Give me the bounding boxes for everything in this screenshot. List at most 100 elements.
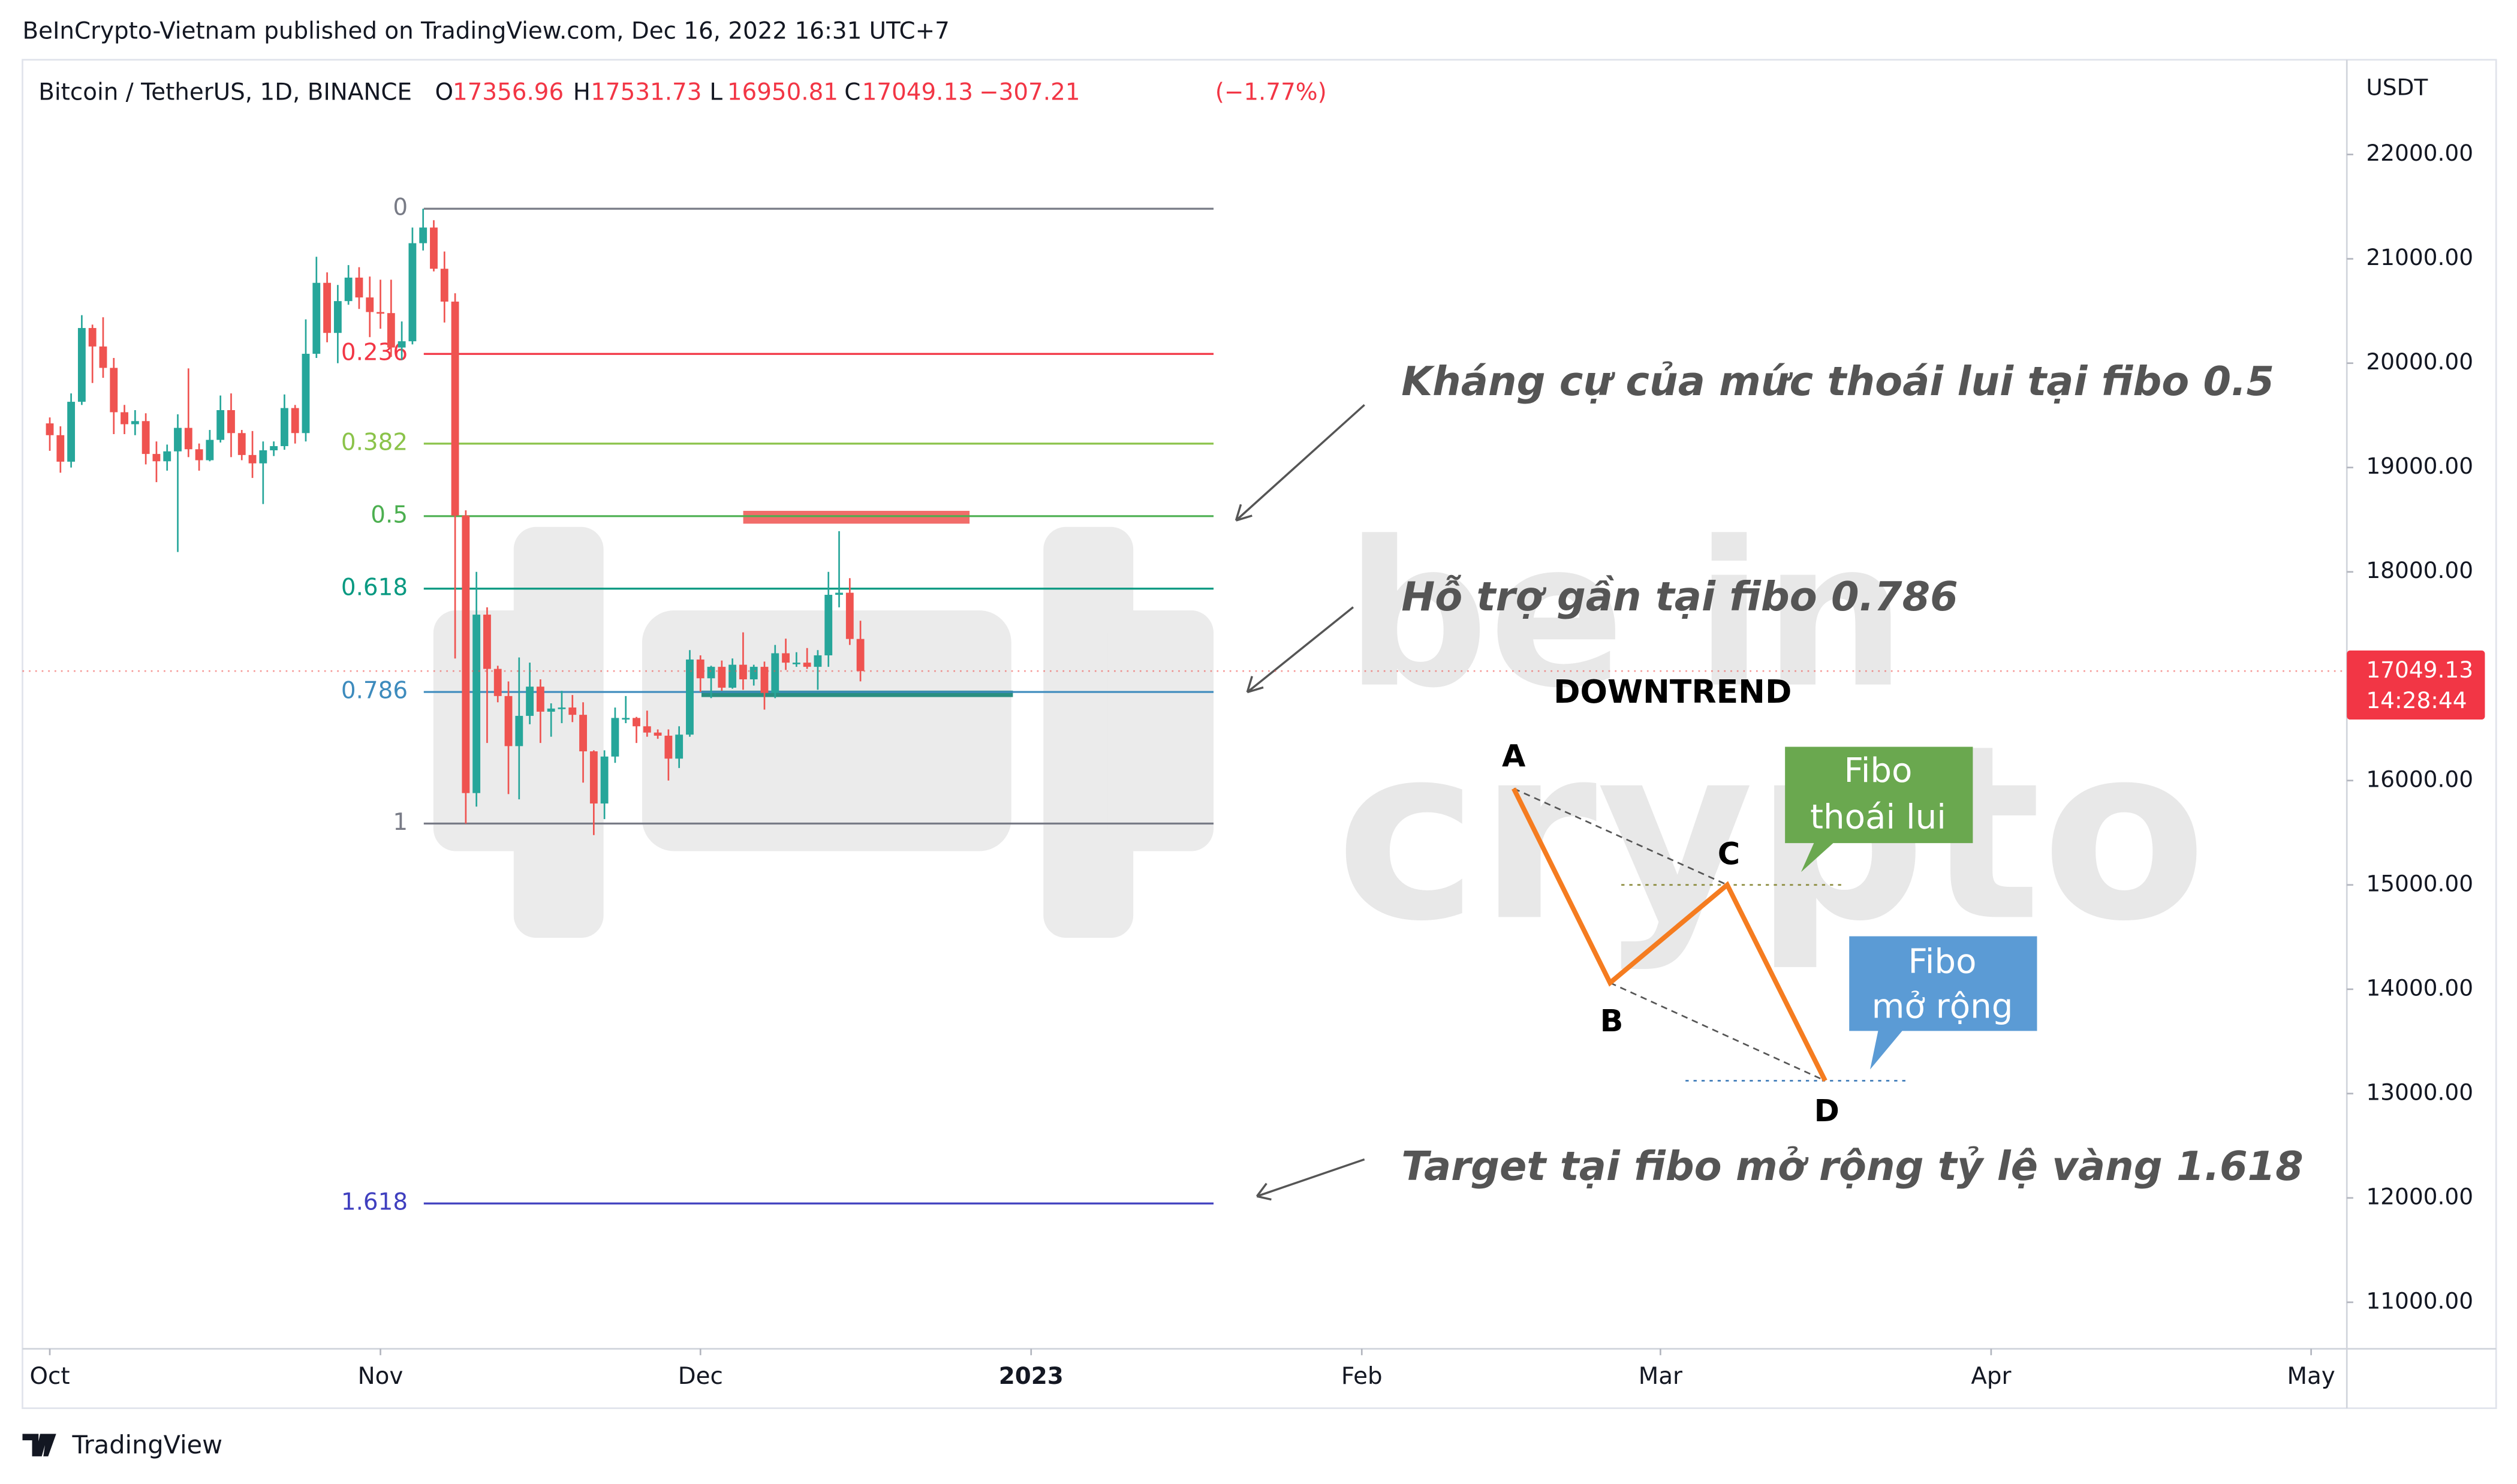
candle-body — [377, 312, 384, 314]
x-tick-label: Oct — [29, 1363, 70, 1390]
candle-body — [600, 756, 609, 804]
candle-body — [131, 421, 139, 425]
x-tick-label: Feb — [1341, 1363, 1383, 1390]
pattern-diagram — [1512, 746, 2037, 1082]
candle-body — [121, 412, 128, 425]
candle-body — [344, 278, 353, 302]
resistance-zone — [743, 510, 970, 524]
candle-body — [526, 687, 534, 716]
candle-body — [547, 708, 555, 712]
fib-label: 0.236 — [341, 339, 408, 366]
candle-body — [504, 696, 513, 746]
candle-body — [696, 659, 704, 679]
y-tick-label: 16000.00 — [2366, 766, 2473, 792]
candle-body — [558, 707, 566, 709]
price-tag-timer: 14:28:44 — [2366, 687, 2467, 714]
candle-body — [739, 664, 747, 679]
candle-body — [472, 615, 481, 793]
fib-label: 0.5 — [371, 501, 408, 528]
fib-label: 1.618 — [341, 1189, 408, 1216]
pattern-line — [1512, 787, 1827, 1082]
brand: TradingView — [71, 1430, 222, 1459]
tv-logo — [22, 1434, 56, 1456]
candle-body — [760, 667, 769, 693]
candle-body — [771, 653, 779, 693]
fib-label: 0.382 — [341, 429, 408, 456]
candle-body — [216, 410, 225, 440]
pattern-title: DOWNTREND — [1553, 673, 1792, 711]
candle-body — [46, 423, 54, 435]
candle-body — [110, 368, 118, 413]
y-tick-label: 19000.00 — [2366, 453, 2473, 479]
candle-body — [366, 297, 374, 312]
candle-body — [451, 302, 459, 516]
legend-prefix: O — [435, 79, 454, 106]
y-tick-label: 18000.00 — [2366, 557, 2473, 583]
candle-body — [312, 282, 321, 354]
candle-body — [835, 592, 843, 595]
annotation: Kháng cự của mức thoái lui tại fibo 0.5 — [1401, 358, 2274, 405]
callout-text: thoái lui — [1810, 798, 1946, 837]
candle-body — [515, 715, 523, 746]
candle-body — [493, 669, 502, 696]
fib-label: 1 — [393, 809, 408, 836]
dashed-line — [1513, 787, 1728, 886]
candle-body — [568, 707, 577, 715]
candle-body — [707, 667, 715, 679]
candle-body — [88, 328, 97, 347]
candle-body — [483, 615, 491, 669]
legend-prefix: C — [844, 79, 860, 106]
candle-body — [227, 410, 235, 434]
logo-part — [1107, 610, 1214, 851]
y-tick-label: 21000.00 — [2366, 244, 2473, 270]
watermark-text: crypto — [1336, 693, 2207, 974]
candle-body — [248, 454, 257, 463]
candle-body — [77, 328, 86, 402]
candle-body — [824, 595, 833, 655]
candle-body — [728, 664, 737, 688]
candle-body — [67, 402, 76, 462]
candle-body — [536, 687, 544, 712]
x-tick-label: Apr — [1971, 1363, 2011, 1390]
candle-body — [280, 408, 288, 447]
candle-body — [633, 718, 640, 727]
candle-body — [174, 428, 182, 451]
candle-body — [195, 449, 203, 460]
candle-body — [792, 663, 800, 664]
x-tick-label: Mar — [1639, 1363, 1682, 1390]
candle-body — [323, 282, 332, 333]
callout — [1849, 936, 2037, 1070]
candle-body — [152, 454, 161, 462]
candle-body — [675, 735, 684, 759]
candle-body — [141, 421, 150, 454]
watermark-text: be in — [1345, 498, 1907, 732]
candle-body — [856, 639, 865, 672]
candle-body — [387, 313, 395, 348]
candle-body — [56, 435, 65, 462]
legend-value: 17531.73 — [591, 79, 701, 106]
candle-body — [643, 726, 651, 733]
legend-value: 17356.96 — [453, 79, 564, 106]
legend-prefix: H — [573, 79, 591, 106]
annotation: Target tại fibo mở rộng tỷ lệ vàng 1.618 — [1401, 1143, 2303, 1190]
fib-label: 0.618 — [341, 574, 408, 601]
candle-body — [589, 751, 598, 804]
candle-body — [622, 718, 630, 720]
y-tick-label: 13000.00 — [2366, 1079, 2473, 1105]
y-unit: USDT — [2366, 74, 2428, 100]
change: −307.21 — [979, 79, 1080, 106]
candle-body — [686, 659, 694, 735]
candle-body — [259, 450, 267, 463]
candle-body — [206, 440, 214, 460]
point-label: C — [1718, 836, 1740, 872]
x-tick-label: Dec — [678, 1363, 723, 1390]
price-tag-value: 17049.13 — [2366, 657, 2473, 683]
publish-info: BeInCrypto-Vietnam published on TradingV… — [22, 18, 949, 45]
candle-body — [184, 428, 192, 450]
x-tick-label: Nov — [358, 1363, 404, 1390]
y-tick-label: 15000.00 — [2366, 870, 2473, 896]
arrow — [1235, 404, 1365, 522]
arrow — [1246, 606, 1354, 694]
candle-body — [814, 655, 822, 667]
